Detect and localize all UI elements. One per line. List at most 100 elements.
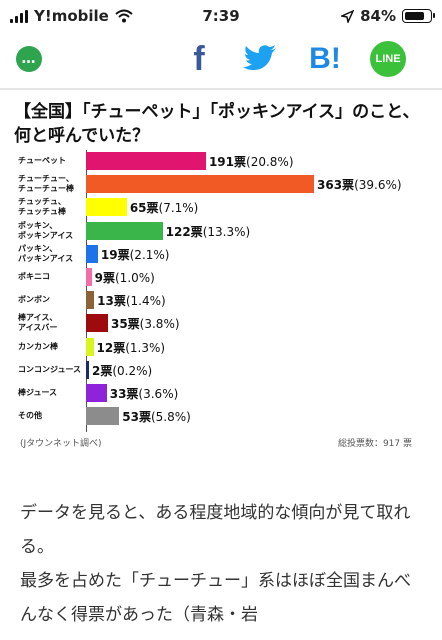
- category-text: その他: [18, 411, 42, 421]
- category-label: 棒ジュース: [18, 382, 86, 404]
- signal-icon: [10, 9, 28, 23]
- value-label: 2票(0.2%): [92, 362, 152, 379]
- bar: [86, 314, 108, 333]
- line-logo-icon: LINE: [370, 41, 406, 77]
- chart-row: その他 53票(5.8%): [0, 405, 442, 427]
- category-label: パッキン、 パッキンアイス: [18, 243, 86, 265]
- category-text-line: アイスバー: [18, 323, 58, 333]
- bar-chart: チューペット 191票(20.8%) チューチュー、 チューチュー棒 363票(39.6…: [0, 150, 442, 430]
- category-text-line: ボンボン: [18, 295, 50, 305]
- vote-count: 9票: [94, 271, 115, 285]
- chart-total: 総投票数：917 票: [337, 439, 412, 449]
- category-text-line: パッキンアイス: [18, 253, 74, 263]
- vote-count: 191票: [208, 155, 247, 169]
- category-text: 棒アイス、 アイスバー: [18, 313, 57, 333]
- chart-source: (Jタウンネット調べ): [20, 439, 102, 449]
- value-label: 363票(39.6%): [317, 176, 402, 193]
- chart-axis: [86, 150, 87, 432]
- category-text-line: コンコンジュース: [18, 364, 82, 374]
- value-label: 12票(1.3%): [97, 339, 166, 356]
- percent-label: (1.0%): [115, 271, 155, 285]
- status-bar: Y!mobile 7:39 84%: [0, 0, 442, 32]
- article-paragraph-1: データを見ると、ある程度地域的な傾向が見て取れる。: [20, 503, 411, 557]
- status-left: Y!mobile: [10, 7, 133, 25]
- percent-label: (39.6%): [354, 178, 402, 193]
- vote-count: 19票: [100, 247, 130, 262]
- category-text-line: 棒アイス、: [18, 313, 58, 323]
- category-text: コンコンジュース: [18, 365, 81, 375]
- chart-row: チューペット 191票(20.8%): [0, 150, 442, 172]
- facebook-share-button[interactable]: f: [193, 39, 205, 78]
- chart-row: チュッチュ、 チュッチュ棒 65票(7.1%): [0, 196, 442, 218]
- divider: [0, 88, 442, 90]
- percent-label: (7.1%): [158, 201, 199, 216]
- vote-count: 2票: [92, 363, 113, 378]
- percent-label: (1.3%): [125, 340, 166, 355]
- category-text-line: ポッキン、: [18, 220, 58, 230]
- bar: [86, 175, 314, 194]
- comment-button[interactable]: …: [14, 40, 44, 78]
- bar: [86, 360, 89, 379]
- location-arrow-icon: [341, 9, 355, 23]
- chat-bubble-icon: …: [16, 46, 42, 72]
- category-text: チュッチュ、 チュッチュ棒: [18, 197, 66, 217]
- percent-label: (13.3%): [202, 224, 251, 239]
- value-label: 65票(7.1%): [130, 199, 199, 216]
- bar: [86, 291, 95, 310]
- share-bar: … f B! LINE: [0, 34, 442, 84]
- value-label: 9票(1.0%): [95, 269, 155, 286]
- category-text-line: パッキン、: [18, 243, 58, 253]
- chart-row: 棒ジュース 33票(3.6%): [0, 382, 442, 404]
- category-text: カンカン棒: [18, 342, 58, 352]
- vote-count: 53票: [122, 410, 151, 425]
- category-text-line: その他: [18, 411, 42, 421]
- chart-row: 棒アイス、 アイスバー 35票(3.8%): [0, 312, 442, 334]
- bar: [86, 407, 120, 426]
- vote-count: 65票: [129, 201, 159, 216]
- clock: 7:39: [202, 7, 240, 25]
- category-text: ポッキン、 ポッキンアイス: [18, 221, 73, 241]
- category-text-line: チュッチュ、: [18, 197, 66, 207]
- category-text-line: カンカン棒: [18, 341, 58, 351]
- category-text-line: チュッチュ棒: [18, 207, 66, 217]
- category-label: チューペット: [18, 150, 86, 172]
- bar: [86, 337, 94, 356]
- value-label: 13票(1.4%): [97, 292, 166, 309]
- category-text-line: チューペット: [18, 156, 66, 165]
- chart-row: ボンボン 13票(1.4%): [0, 289, 442, 311]
- percent-label: (0.2%): [112, 363, 153, 378]
- wifi-icon: [115, 9, 133, 23]
- infographic-title: 【全国】「チューペット」「ポッキンアイス」のこと、何と呼んでいた？: [14, 102, 420, 146]
- battery-percent: 84%: [360, 7, 396, 25]
- category-text-line: ポッキンアイス: [18, 230, 74, 240]
- twitter-share-button[interactable]: [240, 40, 280, 78]
- category-text-line: 棒ジュース: [18, 388, 58, 397]
- percent-label: (3.8%): [139, 317, 180, 332]
- category-text-line: チューチュー、: [18, 174, 74, 184]
- value-label: 53票(5.8%): [122, 408, 191, 425]
- percent-label: (5.8%): [150, 410, 191, 425]
- chart-row: ポッキン、 ポッキンアイス 122票(13.3%): [0, 220, 442, 242]
- category-label: カンカン棒: [18, 336, 86, 358]
- category-label: チューチュー、 チューチュー棒: [18, 173, 86, 195]
- vote-count: 363票: [317, 178, 355, 193]
- status-right: 84%: [341, 7, 435, 25]
- category-label: コンコンジュース: [18, 359, 86, 381]
- category-text: ボンボン: [18, 295, 50, 305]
- percent-label: (2.1%): [129, 247, 170, 262]
- category-text-line: チューチュー棒: [18, 184, 74, 194]
- category-text: チューペット: [18, 156, 66, 166]
- vote-count: 122票: [165, 224, 203, 239]
- category-label: ボンボン: [18, 289, 86, 311]
- bar: [86, 198, 127, 217]
- value-label: 122票(13.3%): [166, 223, 251, 240]
- category-text: パッキン、 パッキンアイス: [18, 244, 73, 264]
- percent-label: (20.8%): [246, 155, 294, 169]
- article-paragraph-2: 最多を占めた「チューチュー」系はほぼ全国まんべんなく得票があった（青森・岩: [20, 571, 411, 625]
- chart-row: パッキン、 パッキンアイス 19票(2.1%): [0, 243, 442, 265]
- category-label: ポッキン、 ポッキンアイス: [18, 220, 86, 242]
- category-text-line: ポキニコ: [18, 272, 50, 281]
- line-share-button[interactable]: LINE: [368, 40, 408, 78]
- bar: [86, 268, 92, 286]
- hatena-bookmark-button[interactable]: B!: [309, 42, 341, 75]
